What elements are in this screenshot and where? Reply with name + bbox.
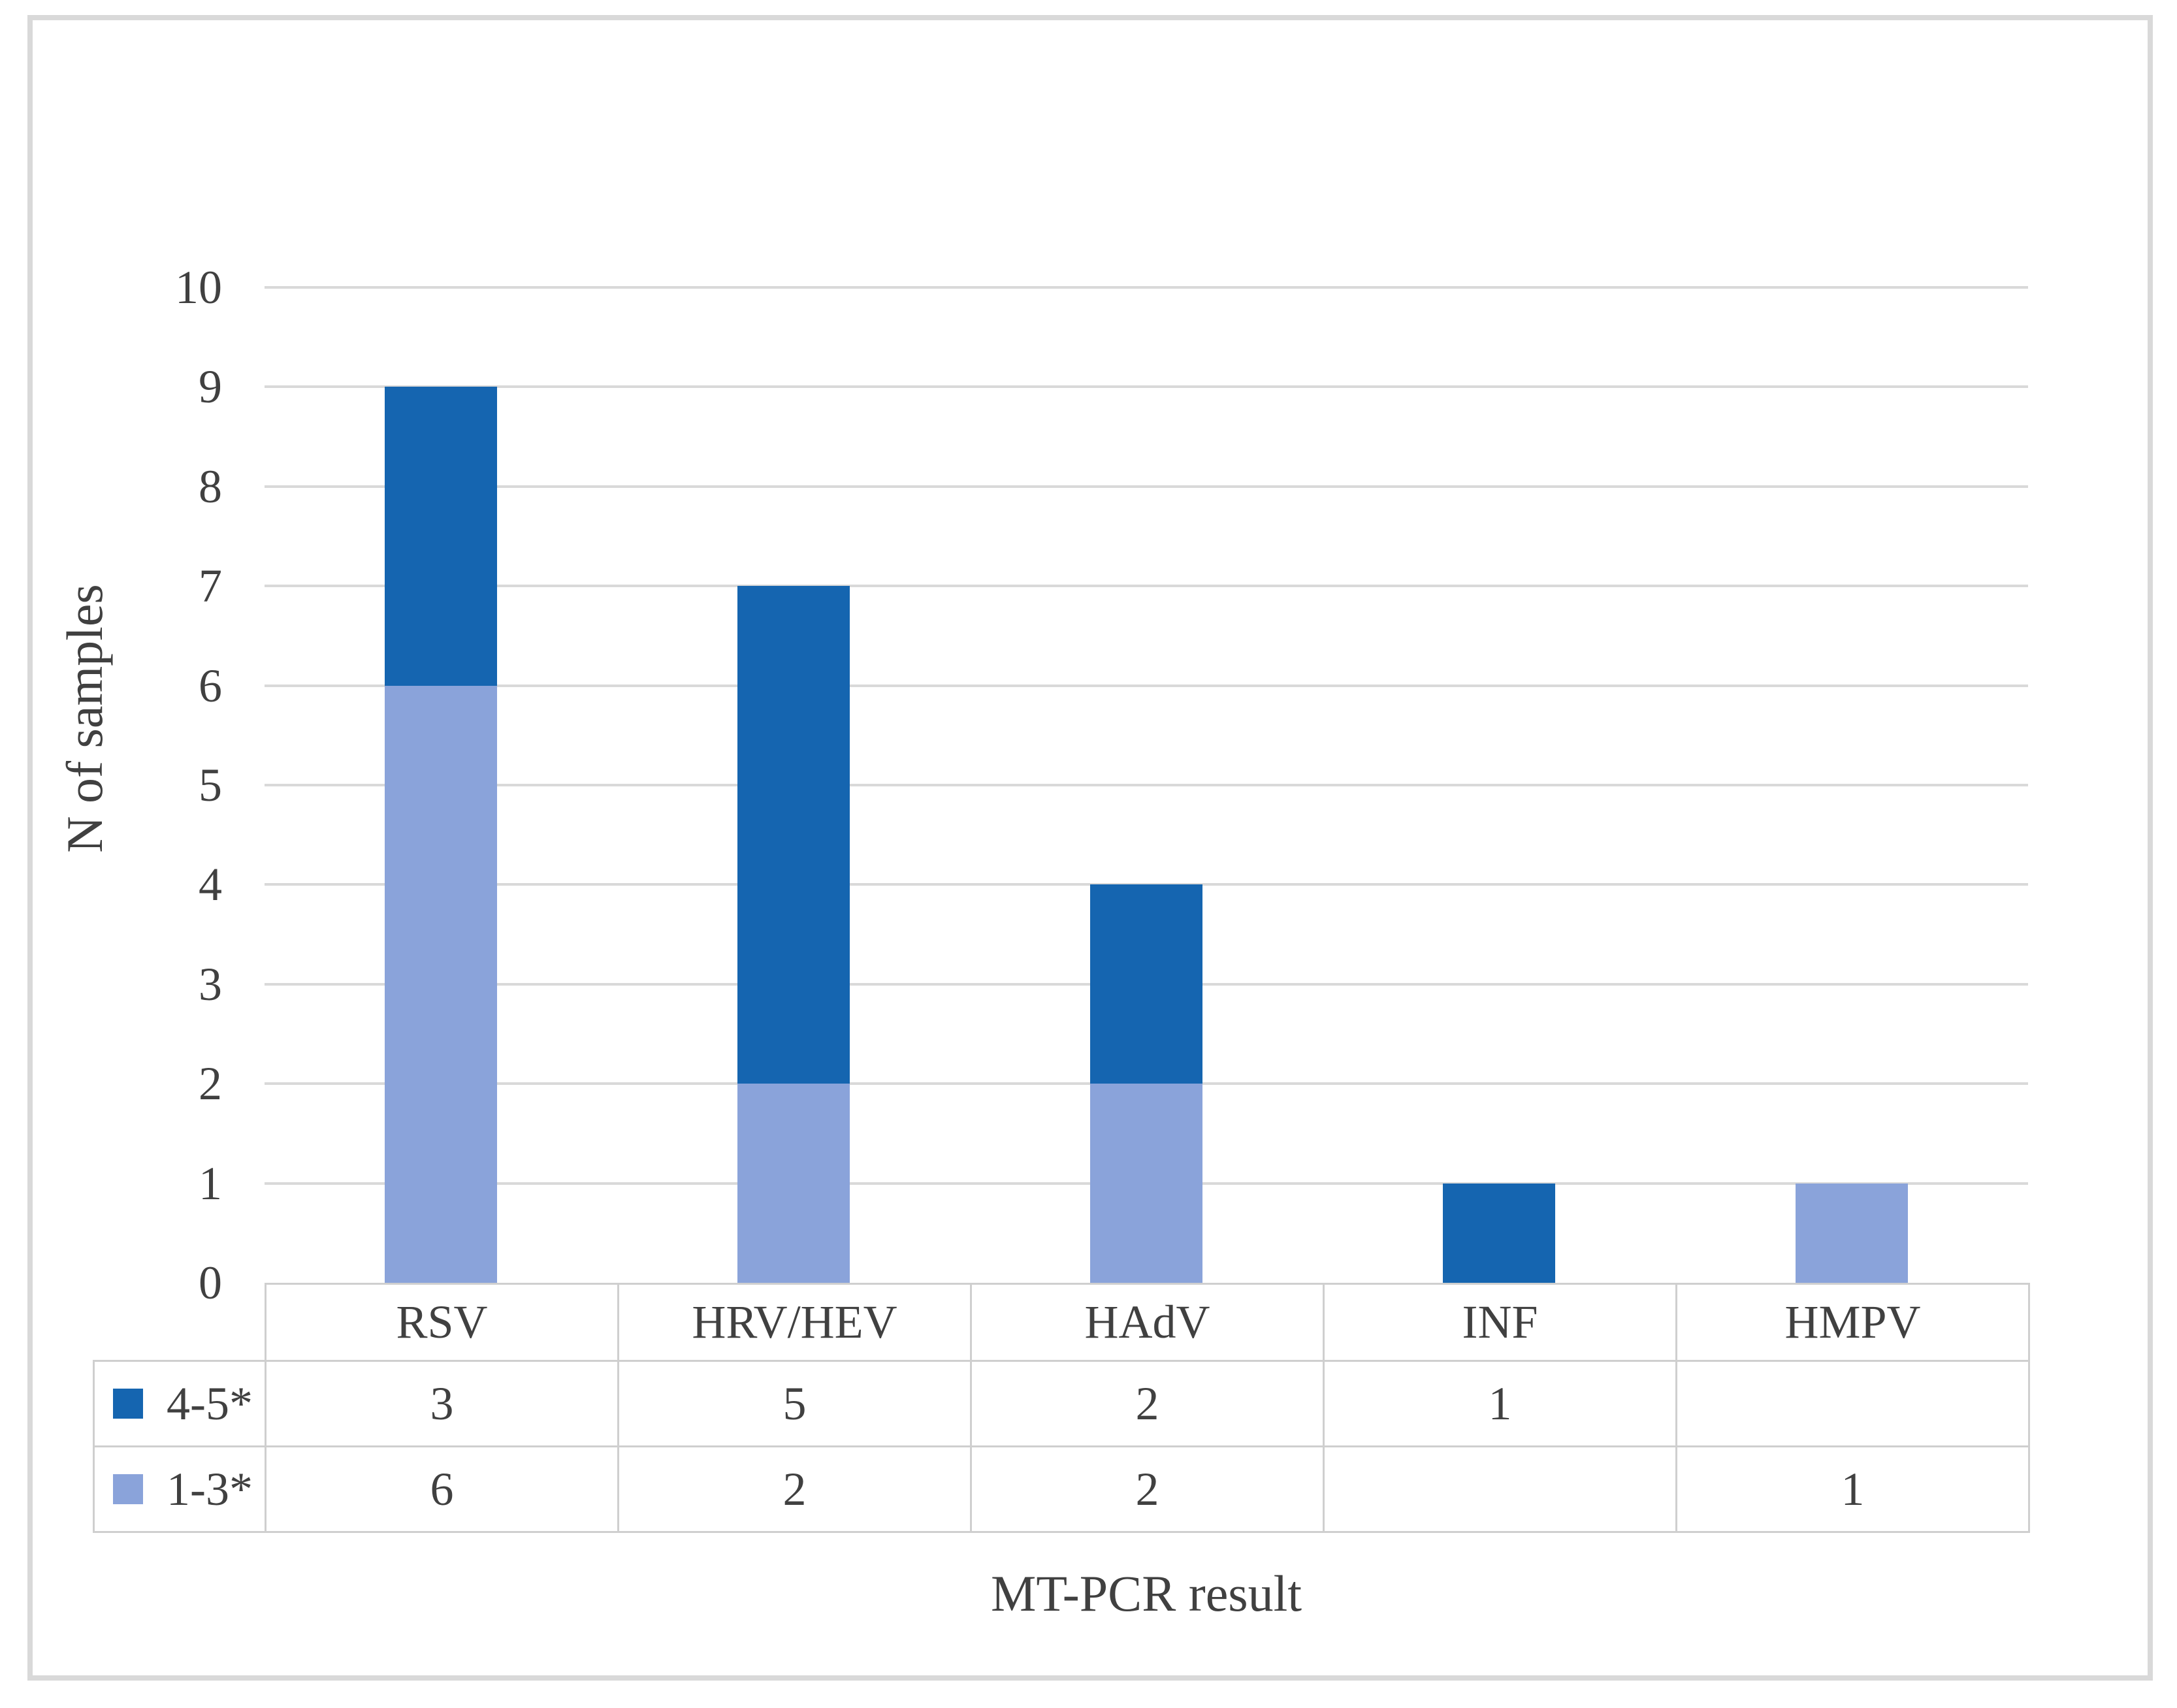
bar-segment-HRV/HEV-4-5*: [737, 586, 850, 1084]
y-tick-label-4: 4: [199, 858, 222, 911]
gridline-7: [265, 585, 2028, 588]
bar-segment-HMPV-1-3*: [1796, 1183, 1908, 1283]
category-header-HMPV: HMPV: [1675, 1283, 2030, 1362]
y-tick-label-10: 10: [175, 261, 222, 314]
gridline-9: [265, 385, 2028, 389]
data-table: RSV HRV/HEV HAdV INF HMPV 4-5* 3 5 2 1 1-3* 6 2 2 1: [93, 1283, 2030, 1533]
table-value-HMPV-4-5*: [1675, 1360, 2030, 1447]
plot-area: [265, 286, 2028, 1283]
legend-cell-4-5*: 4-5*: [93, 1360, 266, 1447]
category-header-RSV: RSV: [265, 1283, 619, 1362]
table-value-RSV-4-5*: 3: [265, 1360, 619, 1447]
y-tick-label-1: 1: [199, 1157, 222, 1210]
table-value-HAdV-1-3*: 2: [970, 1445, 1325, 1533]
gridline-5: [265, 784, 2028, 786]
legend-spacer-cell: [93, 1283, 266, 1362]
legend-key-icon: [113, 1389, 143, 1419]
gridline-6: [265, 684, 2028, 687]
table-row-4-5*: 4-5* 3 5 2 1: [93, 1360, 2030, 1447]
bar-segment-INF-4-5*: [1443, 1183, 1555, 1283]
table-value-INF-1-3*: [1323, 1445, 1677, 1533]
y-tick-label-0: 0: [199, 1257, 222, 1309]
legend-entry: 4-5*: [96, 1377, 264, 1431]
figure-border: [27, 15, 2153, 1681]
y-tick-label-6: 6: [199, 659, 222, 712]
y-tick-label-9: 9: [199, 361, 222, 413]
table-value-HAdV-4-5*: 2: [970, 1360, 1325, 1447]
legend-key-icon: [113, 1474, 143, 1504]
y-tick-label-7: 7: [199, 560, 222, 613]
bar-segment-RSV-4-5*: [385, 387, 497, 686]
y-tick-label-8: 8: [199, 460, 222, 513]
bar-segment-RSV-1-3*: [385, 685, 497, 1283]
y-tick-label-2: 2: [199, 1057, 222, 1110]
x-axis-title: MT-PCR result: [990, 1565, 1302, 1622]
legend-label: 4-5*: [167, 1377, 253, 1430]
category-header-HRV/HEV: HRV/HEV: [617, 1283, 972, 1362]
legend-entry: 1-3*: [96, 1462, 264, 1517]
legend-label: 1-3*: [167, 1462, 253, 1515]
table-value-RSV-1-3*: 6: [265, 1445, 619, 1533]
category-header-INF: INF: [1323, 1283, 1677, 1362]
table-value-INF-4-5*: 1: [1323, 1360, 1677, 1447]
table-header-row: RSV HRV/HEV HAdV INF HMPV: [93, 1283, 2030, 1362]
table-value-HRV/HEV-4-5*: 5: [617, 1360, 972, 1447]
gridline-8: [265, 485, 2028, 488]
table-value-HMPV-1-3*: 1: [1675, 1445, 2030, 1533]
bar-segment-HRV/HEV-1-3*: [737, 1084, 850, 1283]
y-tick-label-5: 5: [199, 759, 222, 811]
table-value-HRV/HEV-1-3*: 2: [617, 1445, 972, 1533]
y-tick-label-3: 3: [199, 958, 222, 1010]
bar-segment-HAdV-4-5*: [1090, 884, 1202, 1084]
gridline-10: [265, 286, 2028, 289]
table-row-1-3*: 1-3* 6 2 2 1: [93, 1445, 2030, 1533]
y-axis-title-text: N of samples: [56, 584, 113, 853]
legend-cell-1-3*: 1-3*: [93, 1445, 266, 1533]
category-header-HAdV: HAdV: [970, 1283, 1325, 1362]
bar-segment-HAdV-1-3*: [1090, 1084, 1202, 1283]
